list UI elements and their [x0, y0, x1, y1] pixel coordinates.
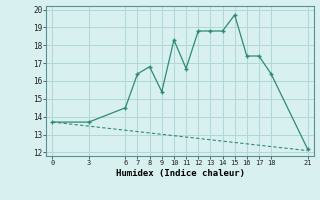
X-axis label: Humidex (Indice chaleur): Humidex (Indice chaleur) — [116, 169, 244, 178]
